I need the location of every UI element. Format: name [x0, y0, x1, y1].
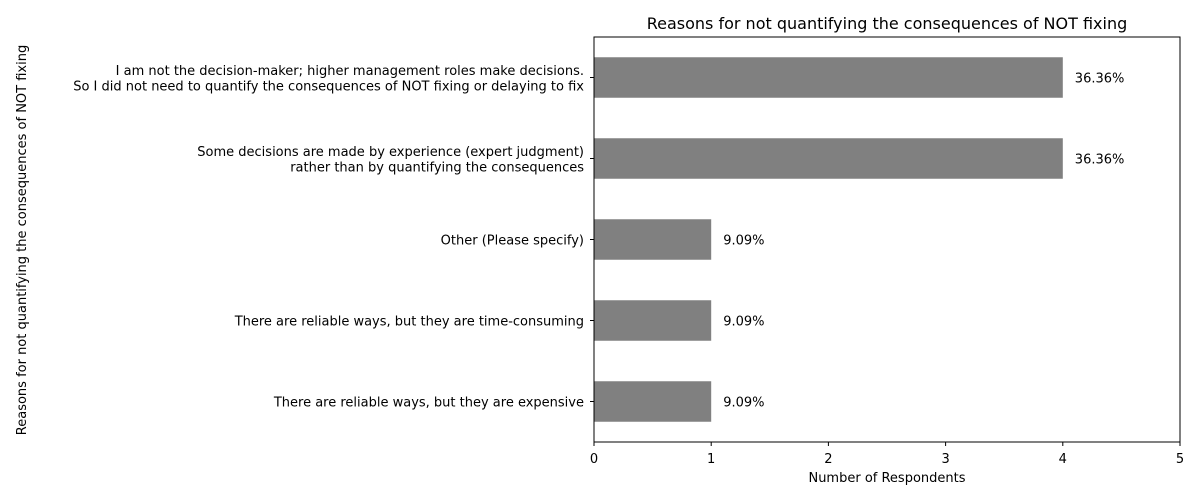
plot-frame	[593, 36, 1181, 443]
x-tick-label: 5	[1176, 452, 1184, 467]
x-ticks-group: 0 1 2 3 4 5	[590, 442, 1184, 467]
category-label: Some decisions are made by experience (e…	[197, 145, 584, 176]
bar	[594, 57, 1063, 98]
category-label: I am not the decision-maker; higher mana…	[73, 64, 584, 95]
data-label: 36.36%	[1075, 153, 1125, 168]
y-axis-label: Reasons for not quantifying the conseque…	[15, 45, 30, 435]
category-label: There are reliable ways, but they are ex…	[273, 396, 584, 411]
bar	[594, 138, 1063, 179]
bar	[594, 300, 712, 341]
x-tick-label: 1	[707, 452, 715, 467]
category-labels-group: I am not the decision-maker; higher mana…	[73, 64, 584, 411]
data-label: 9.09%	[723, 396, 764, 411]
data-label: 36.36%	[1075, 72, 1125, 87]
x-tick-label: 0	[590, 452, 598, 467]
bars-group	[590, 57, 1063, 422]
data-label: 9.09%	[723, 315, 764, 330]
data-label: 9.09%	[723, 234, 764, 249]
bar	[594, 219, 712, 260]
x-tick-label: 3	[941, 452, 949, 467]
category-label: Other (Please specify)	[441, 234, 584, 249]
x-tick-label: 4	[1059, 452, 1067, 467]
x-tick-label: 2	[824, 452, 832, 467]
bar	[594, 381, 712, 422]
category-label: There are reliable ways, but they are ti…	[234, 315, 584, 330]
chart-title: Reasons for not quantifying the conseque…	[647, 14, 1128, 33]
x-axis-label: Number of Respondents	[808, 471, 965, 486]
data-labels-group: 36.36% 36.36% 9.09% 9.09% 9.09%	[723, 72, 1124, 411]
